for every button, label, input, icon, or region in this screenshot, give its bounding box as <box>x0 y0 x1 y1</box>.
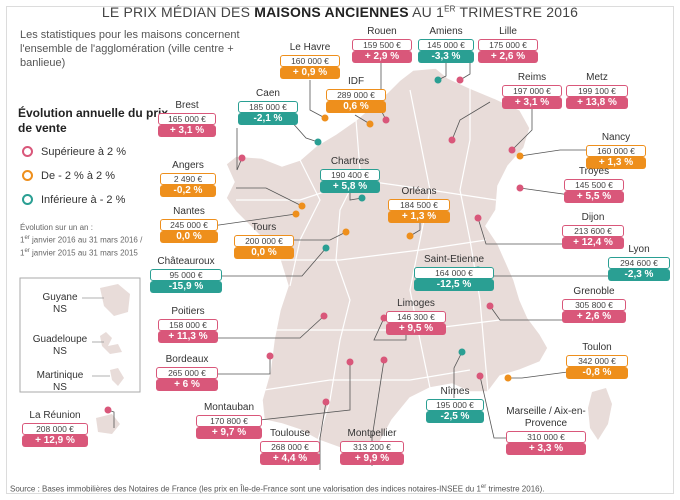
legend-note: Évolution sur un an : 1er janvier 2016 a… <box>20 223 143 258</box>
city-chartres: Chartres 190 400 € + 5,8 % <box>320 156 380 193</box>
city-dots <box>104 76 524 414</box>
overseas-box <box>19 277 141 393</box>
reunion-shape <box>96 414 120 434</box>
city-dijon: Dijon 213 600 € + 12,4 % <box>562 212 624 249</box>
city-montauban: Montauban 170 800 € + 9,7 % <box>196 402 262 439</box>
city-lyon: Lyon 294 600 € -2,3 % <box>608 244 670 281</box>
city-grenoble: Grenoble 305 800 € + 2,6 % <box>562 286 626 323</box>
legend-item-mid: De - 2 % à 2 % <box>22 170 115 182</box>
city-amiens: Amiens 145 000 € -3,3 % <box>418 26 474 63</box>
city-rouen: Rouen 159 500 € + 2,9 % <box>352 26 412 63</box>
city-marseille: Marseille / Aix-en-Provence 310 000 € + 3,… <box>506 406 586 455</box>
overseas-guadeloupe: Guadeloupe NS <box>32 334 88 357</box>
city-toulouse: Toulouse 268 000 € + 4,4 % <box>260 428 320 465</box>
city-nancy: Nancy 160 000 € + 1,3 % <box>586 132 646 169</box>
city-la-reunion: La Réunion 208 000 € + 12,9 % <box>22 410 88 447</box>
legend-title: Évolution annuelle du prix de vente <box>18 106 169 135</box>
city-limoges: Limoges 146 300 € + 9,5 % <box>386 298 446 335</box>
legend-item-down: Inférieure à - 2 % <box>22 194 125 206</box>
city-saint-etienne: Saint-Etienne 164 000 € -12,5 % <box>414 254 494 291</box>
city-idf: IDF 289 000 €0,6 % <box>326 76 386 113</box>
city-nantes: Nantes 245 000 €0,0 % <box>160 206 218 243</box>
city-orleans: Orléans 184 500 € + 1,3 % <box>388 186 450 223</box>
city-caen: Caen 185 000 € -2,1 % <box>238 88 298 125</box>
martinique-shape <box>110 368 124 386</box>
guadeloupe-shape <box>100 332 122 354</box>
source-note: Source : Bases immobilières des Notaires… <box>10 484 545 494</box>
city-troyes: Troyes 145 500 € + 5,5 % <box>564 166 624 203</box>
city-toulon: Toulon 342 000 € -0,8 % <box>566 342 628 379</box>
city-montpellier: Montpellier 313 200 € + 9,9 % <box>340 428 404 465</box>
map-title: LE PRIX MÉDIAN DES MAISONS ANCIENNES AU … <box>101 4 579 20</box>
city-nimes: Nîmes 195 000 € -2,5 % <box>426 386 484 423</box>
city-tours: Tours 200 000 €0,0 % <box>234 222 294 259</box>
city-le-havre: Le Havre 160 000 € + 0,9 % <box>280 42 340 79</box>
city-bordeaux: Bordeaux 265 000 € + 6 % <box>156 354 218 391</box>
city-lille: Lille 175 000 € + 2,6 % <box>478 26 538 63</box>
city-angers: Angers 2 490 € -0,2 % <box>160 160 216 197</box>
city-reims: Reims 197 000 € + 3,1 % <box>502 72 562 109</box>
overseas-guyane: Guyane NS <box>42 292 78 315</box>
city-metz: Metz 199 100 € + 13,8 % <box>566 72 628 109</box>
legend-item-up: Supérieure à 2 % <box>22 146 126 158</box>
city-poitiers: Poitiers 158 000 € + 11,3 % <box>158 306 218 343</box>
city-brest: Brest 165 000 € + 3,1 % <box>158 100 216 137</box>
overseas-martinique: Martinique NS <box>36 370 84 393</box>
intro-text: Les statistiques pour les maisons concer… <box>20 29 240 69</box>
mainland-shape <box>225 67 549 453</box>
city-chateauroux: Châteauroux 95 000 € -15,9 % <box>150 256 222 293</box>
figure-frame <box>6 6 674 494</box>
corsica-shape <box>588 388 612 440</box>
guyane-shape <box>100 284 130 316</box>
